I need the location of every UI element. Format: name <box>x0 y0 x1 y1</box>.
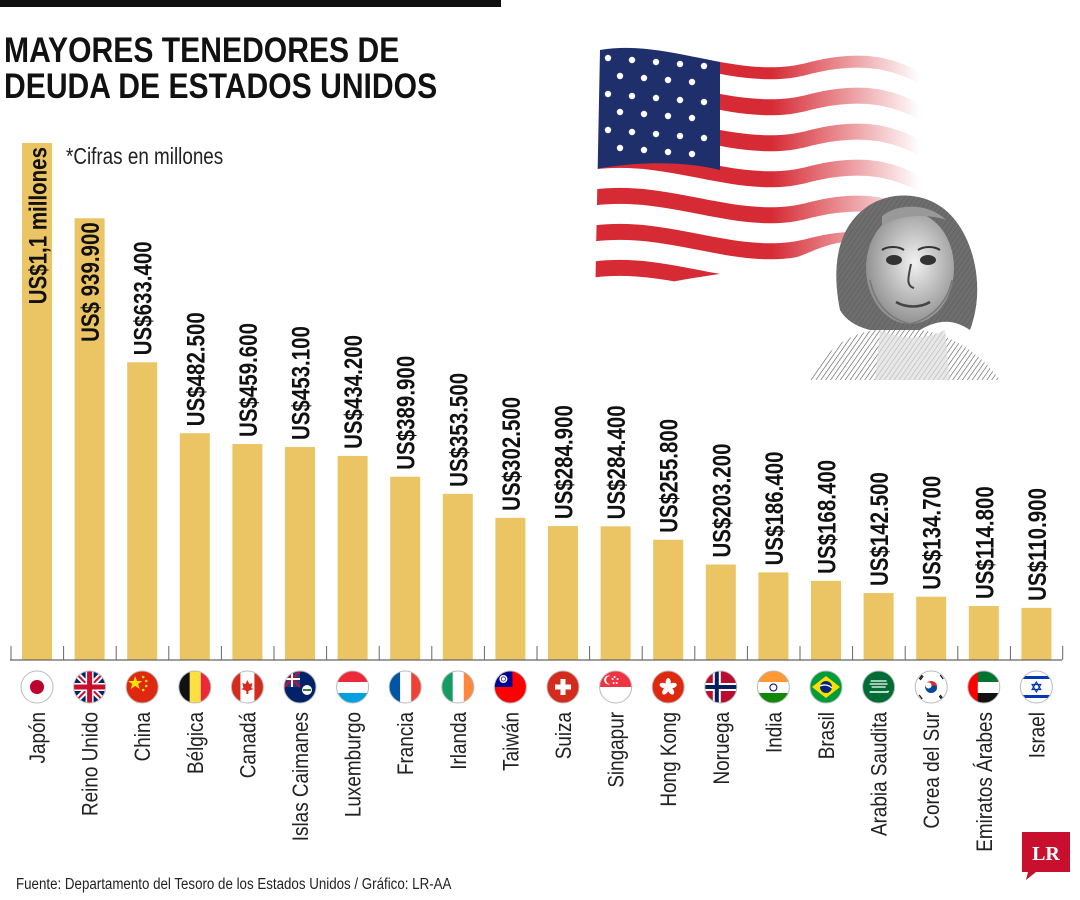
bar-hong-kong <box>653 539 684 660</box>
chart-title-line-2: DEUDA DE ESTADOS UNIDOS <box>4 67 438 106</box>
value-label-emiratos-arabes: US$114.800 <box>970 486 998 599</box>
bar-noruega <box>705 564 736 660</box>
category-label-islas-caimanes: Islas Caimanes <box>289 712 314 841</box>
flag-uae <box>967 670 1001 704</box>
bar-luxemburgo <box>337 455 368 660</box>
bar-reino-unido <box>74 218 105 660</box>
bar-emiratos-arabes <box>968 606 999 660</box>
flag-hongkong <box>651 670 685 704</box>
bar-canada <box>232 443 263 660</box>
value-label-francia: US$389.900 <box>392 356 420 470</box>
bar-singapur <box>600 526 631 660</box>
category-label-arabia-saudita: Arabia Saudita <box>867 711 892 836</box>
flag-china <box>125 670 159 704</box>
flag-switzerland <box>546 670 580 704</box>
category-label-brasil: Brasil <box>815 712 840 759</box>
lr-logo-text: LR <box>1032 843 1060 865</box>
value-label-belgica: US$482.500 <box>181 312 209 426</box>
value-label-irlanda: US$353.500 <box>444 373 472 487</box>
benjamin-franklin-portrait <box>810 195 1000 380</box>
value-label-corea-del-sur: US$134.700 <box>918 476 946 590</box>
value-label-brasil: US$168.400 <box>813 460 841 574</box>
source-note: Fuente: Departamento del Tesoro de los E… <box>16 876 452 893</box>
chart-title-line-1: MAYORES TENEDORES DE <box>4 31 400 70</box>
category-label-emiratos-arabes: Emiratos Árabes <box>972 712 997 852</box>
flag-luxembourg <box>336 670 370 704</box>
flag-singapore <box>599 670 633 704</box>
value-label-china: US$633.400 <box>129 241 157 355</box>
flag-japan <box>20 670 54 704</box>
flag-norway <box>704 670 738 704</box>
value-label-singapur: US$284.400 <box>602 405 630 519</box>
value-label-israel: US$110.900 <box>1023 488 1051 601</box>
category-label-china: China <box>131 711 156 761</box>
value-label-noruega: US$203.200 <box>707 444 735 558</box>
lr-logo-shape <box>1022 832 1070 880</box>
flag-india <box>756 670 790 704</box>
bar-brasil <box>811 580 841 660</box>
units-note: *Cifras en millones <box>66 143 224 169</box>
value-label-india: US$186.400 <box>760 451 788 565</box>
category-label-singapur: Singapur <box>604 712 629 788</box>
value-label-hong-kong: US$255.800 <box>655 419 683 533</box>
ticks-layer <box>10 646 1064 660</box>
value-label-suiza: US$284.900 <box>550 405 578 519</box>
flag-ireland <box>441 670 475 704</box>
category-label-francia: Francia <box>394 711 419 775</box>
value-label-luxemburgo: US$434.200 <box>339 335 367 449</box>
value-label-canada: US$459.600 <box>234 323 262 437</box>
category-label-reino-unido: Reino Unido <box>78 712 103 816</box>
flag-korea <box>914 670 948 704</box>
flag-brazil <box>809 670 843 704</box>
category-label-corea-del-sur: Corea del Sur <box>920 712 945 829</box>
flag-canada <box>230 670 264 704</box>
bar-israel <box>1021 607 1052 660</box>
category-label-irlanda: Irlanda <box>446 711 471 769</box>
labels-layer: US$1,1 millones Japón US$ 939.900 Reino Uni… <box>24 147 1052 852</box>
flag-cayman <box>283 670 317 704</box>
bar-arabia-saudita <box>863 593 894 660</box>
category-label-israel: Israel <box>1025 712 1050 758</box>
value-label-arabia-saudita: US$142.500 <box>865 472 893 586</box>
bar-irlanda <box>442 493 473 660</box>
usa-flag-illustration <box>595 47 920 304</box>
bar-taiwan <box>495 517 526 660</box>
flags-layer <box>20 670 1053 704</box>
category-label-suiza: Suiza <box>552 711 577 759</box>
flag-france <box>388 670 422 704</box>
flag-belgium <box>178 670 212 704</box>
flag-israel <box>1019 670 1053 704</box>
category-label-taiwan: Taiwán <box>499 712 524 771</box>
category-label-india: India <box>762 711 787 753</box>
value-label-japon: US$1,1 millones <box>24 147 52 304</box>
flag-uk <box>73 670 107 704</box>
bar-japon <box>22 143 52 660</box>
bar-francia <box>390 476 421 660</box>
bar-suiza <box>548 526 578 660</box>
category-label-noruega: Noruega <box>709 711 734 784</box>
flag-saudi <box>862 670 896 704</box>
category-label-luxemburgo: Luxemburgo <box>341 712 366 817</box>
bar-corea-del-sur <box>916 596 947 660</box>
value-label-islas-caimanes: US$453.100 <box>287 326 315 440</box>
value-label-taiwan: US$302.500 <box>497 397 525 511</box>
category-label-japon: Japón <box>26 712 51 764</box>
bar-islas-caimanes <box>285 447 315 660</box>
flag-taiwan <box>493 670 527 704</box>
top-rule <box>0 0 501 7</box>
bar-belgica <box>179 433 210 660</box>
bar-china <box>127 362 158 660</box>
category-label-canada: Canadá <box>236 711 261 778</box>
category-label-belgica: Bélgica <box>183 711 208 774</box>
value-label-reino-unido: US$ 939.900 <box>76 222 104 342</box>
category-label-hong-kong: Hong Kong <box>657 712 682 807</box>
bars-layer <box>22 143 1052 660</box>
bar-india <box>758 572 789 660</box>
lr-logo: LR <box>1022 832 1070 880</box>
